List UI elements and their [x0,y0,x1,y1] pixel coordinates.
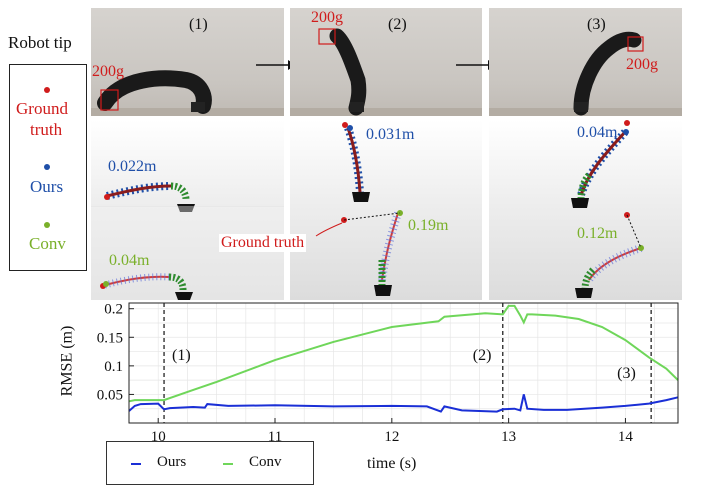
y-tick-label: 0.05 [97,387,123,403]
event-marker-label: (3) [617,365,636,382]
panel-label-3: (3) [587,16,606,33]
load-label-1: 200g [92,63,124,80]
chart-frame [128,302,679,424]
sim-render-3 [571,120,644,298]
ours-label: Ours [30,177,64,196]
series-line-conv [128,304,679,403]
sim-panel-1: 0.022m 0.04m [91,120,284,300]
chart-grid [129,303,678,423]
ours-legend-label: Ours [157,454,187,470]
ours-error-1: 0.022m [108,158,157,175]
ours-dot-icon [44,164,50,170]
chart-series [128,304,679,413]
chart-legend: Ours Conv [106,441,314,485]
conv-error-2: 0.19m [408,217,449,234]
y-tick-label: 0.2 [104,302,123,318]
conv-dot-icon [44,222,50,228]
event-marker-label: (2) [473,347,492,364]
event-marker-label: (1) [172,347,191,364]
panel-label-1: (1) [189,16,208,33]
sim-panel-3: 0.04m 0.12m [489,120,682,300]
robot-photo-2 [290,28,482,116]
ground-truth-label-1: Ground [16,99,68,118]
conv-label: Conv [29,234,66,253]
load-label-3: 200g [626,56,658,73]
x-axis-label: time (s) [367,455,417,472]
conv-error-3: 0.12m [577,225,618,242]
ours-legend-line-icon [131,463,141,465]
load-label-2: 200g [311,9,343,26]
ground-truth-label-2: truth [30,120,63,139]
chart-event-markers: (1) (2) (3) [163,303,652,423]
chart-ticks: 10 11 12 13 140.050.10.150.2 [97,302,634,445]
photo-panel-2: 200g (2) [290,8,482,116]
ground-truth-callout: Ground truth [219,234,307,252]
photo-panel-3: 200g (3) [489,8,682,116]
sim-panel-2: 0.031m 0.19m [290,120,482,300]
x-tick-label: 12 [384,429,399,445]
conv-error-1: 0.04m [109,252,150,269]
x-tick-label: 13 [501,429,516,445]
ground-truth-dot-icon [44,87,50,93]
series-line-ours [128,394,679,413]
marker-legend-box: Ground truth Ours Conv [9,64,87,271]
photo-panel-1: 200g (1) [91,8,284,116]
panel-label-2: (2) [388,16,407,33]
ours-error-2: 0.031m [366,126,415,143]
x-tick-label: 14 [618,429,634,445]
conv-legend-line-icon [223,463,233,465]
robot-photo-1 [91,70,284,116]
y-axis-label: RMSE (m) [58,325,76,397]
y-tick-label: 0.1 [104,359,123,375]
sim-render-2 [315,122,403,296]
chart-plot-area [129,303,678,423]
conv-legend-label: Conv [249,454,282,470]
ours-error-3: 0.04m [577,124,618,141]
robot-photo-3 [489,31,682,116]
sim-render-1 [91,182,284,300]
robot-tip-label: Robot tip [8,33,72,52]
y-tick-label: 0.15 [97,330,123,346]
